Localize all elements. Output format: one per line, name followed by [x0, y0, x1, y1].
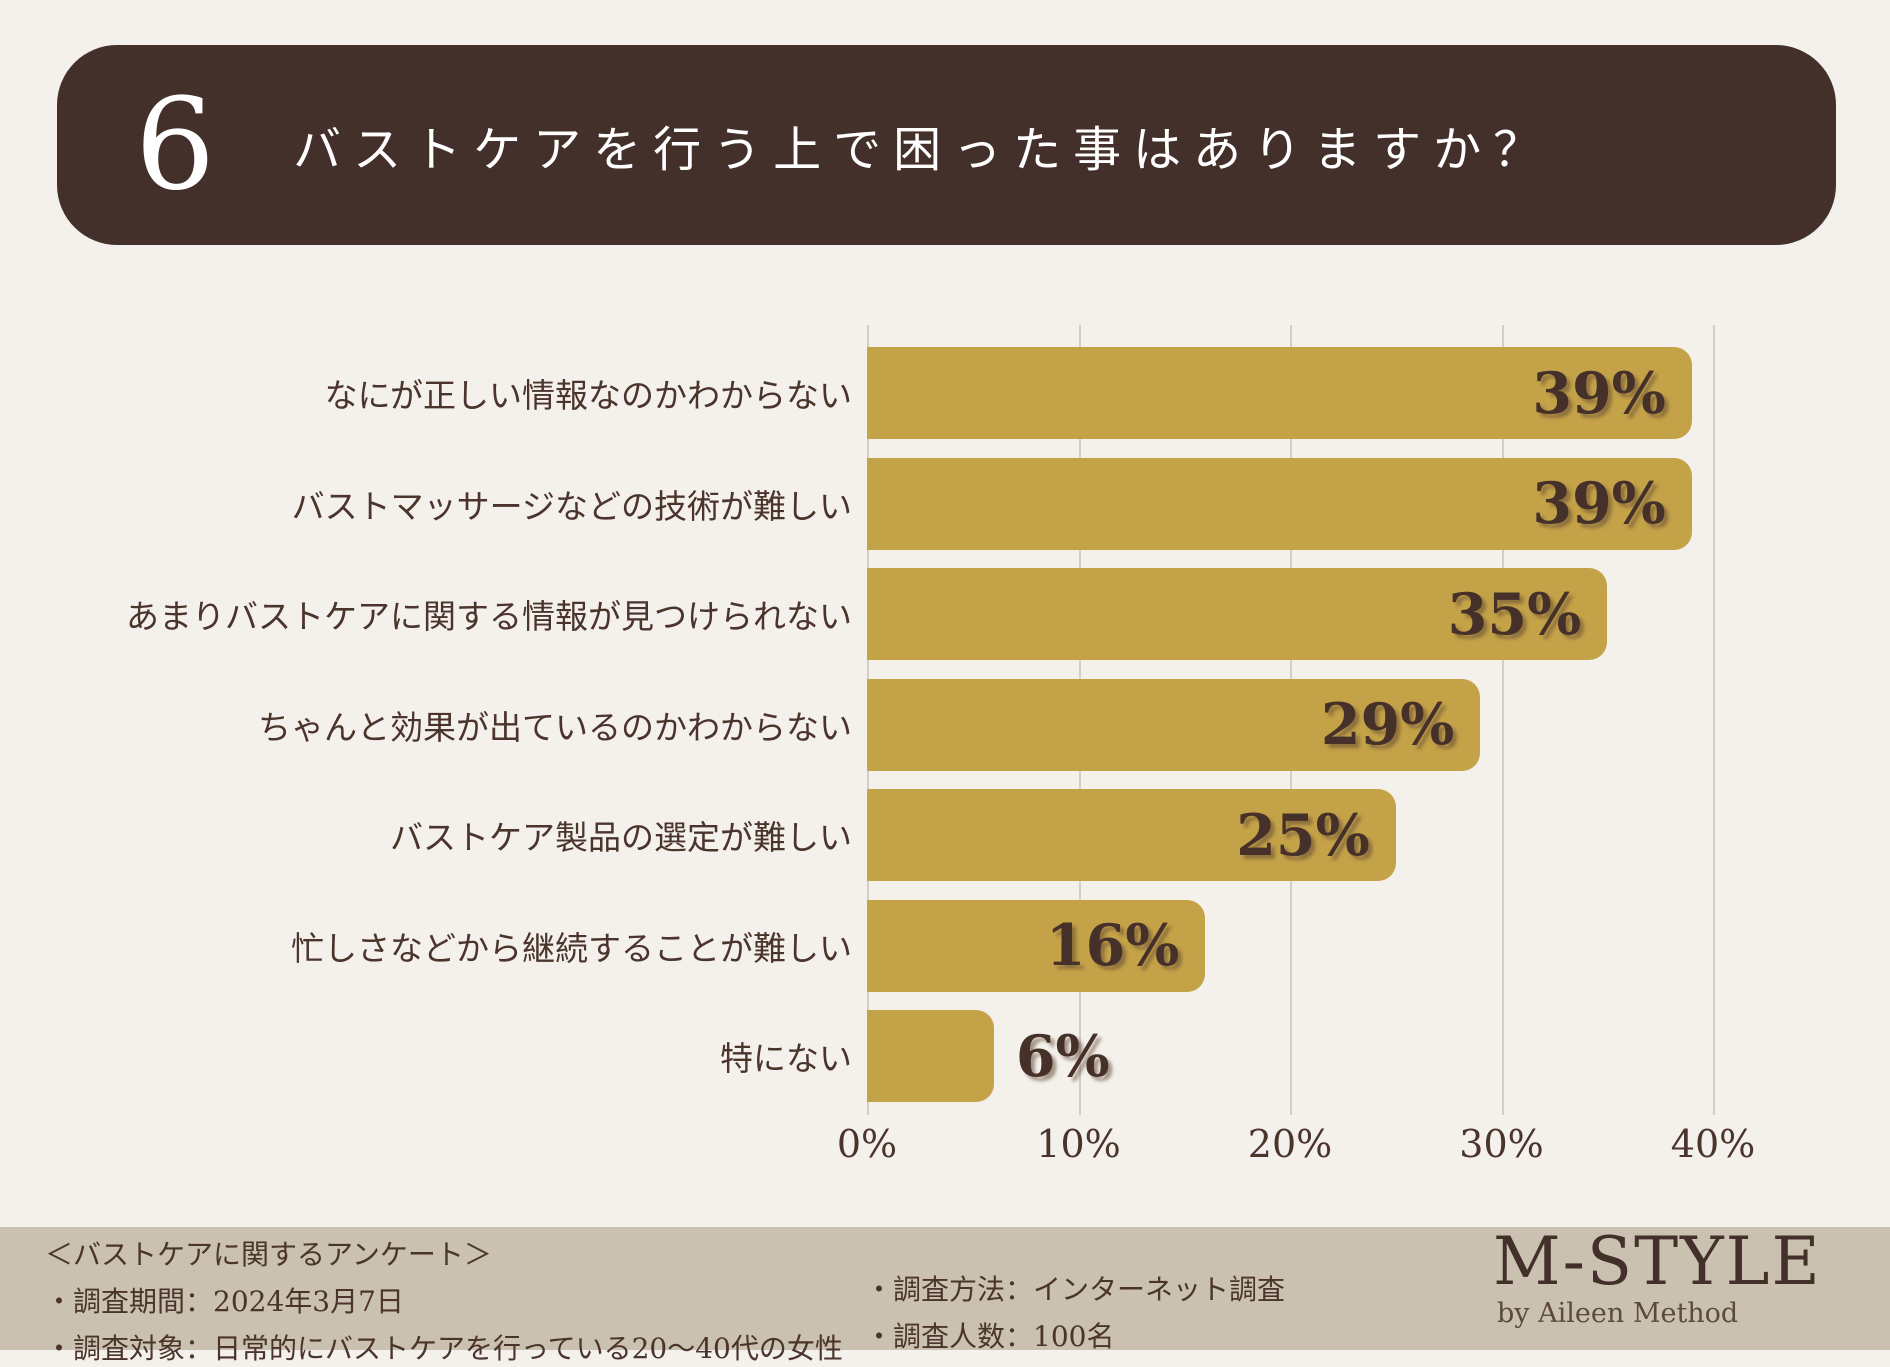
question-title: バストケアを行う上で困った事はありますか？: [293, 122, 1554, 178]
bar-value-label: 25%: [1236, 801, 1370, 869]
question-number: 6: [135, 71, 216, 218]
bar-value-label: 29%: [1320, 691, 1455, 758]
bar-value-label: 35%: [1447, 580, 1582, 648]
bar: 35%: [867, 568, 1608, 660]
x-tick-label: 30%: [1459, 1122, 1544, 1166]
x-tick-label: 10%: [1036, 1122, 1121, 1166]
survey-method: ・調査方法：インターネット調査: [865, 1273, 1286, 1306]
bar: 39%: [867, 347, 1692, 439]
brand-name: M-STYLE: [1493, 1223, 1822, 1300]
bar: [867, 1010, 994, 1102]
bar-value-label: 6%: [1015, 1022, 1110, 1090]
survey-info-right: ・調査方法：インターネット調査 ・調査人数：100名: [865, 1268, 1285, 1355]
bar-value-label: 39%: [1532, 359, 1666, 427]
category-label: なにが正しい情報なのかわからない: [324, 376, 852, 415]
x-tick-label: 0%: [836, 1122, 898, 1166]
category-label: バストマッサージなどの技術が難しい: [291, 486, 852, 526]
bar: 25%: [867, 789, 1396, 881]
bar: 29%: [867, 678, 1481, 771]
bar: 39%: [867, 457, 1692, 550]
question-header: 6 バストケアを行う上で困った事はありますか？: [57, 45, 1836, 245]
category-label: あまりバストケアに関する情報が見つけられない: [126, 597, 852, 636]
survey-subject: ・調査対象：日常的にバストケアを行っている20〜40代の女性: [45, 1332, 843, 1365]
survey-info-left: ＜バストケアに関するアンケート＞ ・調査期間：2024年3月7日 ・調査対象：日…: [45, 1233, 843, 1367]
brand-logo: M-STYLE by Aileen Method: [1493, 1223, 1822, 1330]
bar-value-label: 16%: [1045, 912, 1180, 979]
category-label: 特にない: [720, 1039, 852, 1078]
survey-count: ・調査人数：100名: [865, 1320, 1115, 1353]
footer: ＜バストケアに関するアンケート＞ ・調査期間：2024年3月7日 ・調査対象：日…: [0, 1223, 1890, 1365]
survey-title: ＜バストケアに関するアンケート＞: [45, 1238, 492, 1271]
category-label: ちゃんと効果が出ているのかわからない: [258, 707, 852, 747]
x-tick-label: 20%: [1247, 1122, 1333, 1166]
category-label: バストケア製品の選定が難しい: [390, 818, 852, 857]
x-tick-label: 40%: [1670, 1122, 1756, 1166]
gridline-40%: [1713, 325, 1715, 1115]
bar: 16%: [867, 899, 1206, 992]
bar-value-label: 39%: [1532, 470, 1666, 537]
category-label: 忙しさなどから継続することが難しい: [291, 928, 852, 968]
brand-subtitle: by Aileen Method: [1497, 1298, 1739, 1330]
survey-period: ・調査期間：2024年3月7日: [45, 1285, 404, 1318]
gridline-30%: [1501, 325, 1504, 1115]
